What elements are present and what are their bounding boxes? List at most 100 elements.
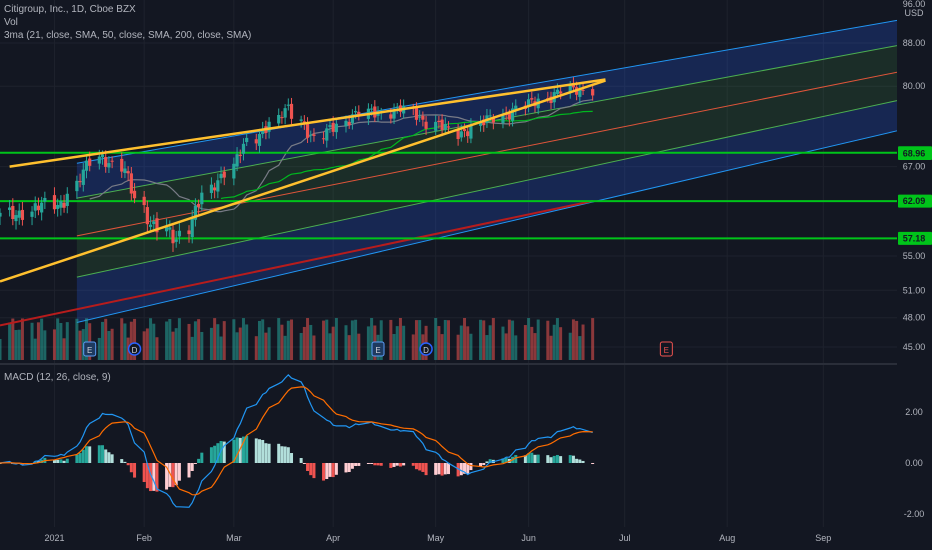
candle-body — [11, 205, 15, 220]
channel-middle-fill — [76, 45, 897, 278]
volume-bar — [398, 318, 402, 360]
macd-histogram-bar — [302, 463, 306, 464]
volume-bar — [552, 324, 556, 360]
macd-histogram-bar — [443, 463, 447, 475]
macd-histogram-bar — [591, 463, 595, 464]
candle-body — [421, 115, 425, 120]
macd-histogram-bar — [440, 463, 444, 476]
volume-bar — [491, 318, 495, 360]
macd-histogram-bar — [241, 436, 245, 463]
volume-bar — [222, 321, 226, 360]
candle-body — [17, 210, 21, 218]
candle-body — [353, 111, 358, 113]
time-tick-label: Mar — [226, 533, 242, 543]
macd-histogram-bar — [555, 454, 559, 463]
candle-body — [152, 221, 156, 225]
macd-histogram-bar — [235, 437, 239, 463]
volume-bar — [482, 320, 486, 360]
candle-body — [344, 120, 348, 127]
candle-body — [350, 114, 354, 124]
macd-histogram-bar — [552, 455, 556, 463]
macd-histogram-bar — [485, 461, 489, 463]
moving-average-legend[interactable]: 3ma (21, close, SMA, 50, close, SMA, 200… — [4, 30, 252, 41]
volume-bar — [402, 325, 406, 360]
macd-histogram-bar — [559, 456, 563, 463]
candle-body — [456, 129, 460, 140]
volume-bar — [264, 332, 268, 360]
volume-bar — [56, 318, 60, 360]
candle-body — [20, 209, 25, 220]
candle-body — [440, 119, 444, 130]
volume-bar — [165, 321, 169, 360]
volume-bar — [325, 319, 329, 360]
candle-body — [559, 91, 563, 94]
volume-bar — [152, 323, 156, 360]
macd-histogram-bar — [370, 463, 374, 464]
candle-body — [389, 114, 393, 119]
symbol-title[interactable]: Citigroup, Inc., 1D, Cboe BZX — [4, 4, 136, 15]
volume-bar — [8, 322, 12, 360]
candle-body — [213, 187, 217, 191]
price-axis-background — [897, 0, 932, 550]
macd-histogram-bar — [459, 463, 463, 476]
macd-histogram-bar — [264, 443, 268, 463]
volume-bar — [591, 318, 595, 360]
volume-bar — [344, 325, 348, 360]
candle-body — [190, 217, 194, 238]
macd-histogram-bar — [280, 446, 284, 463]
macd-histogram-bar — [463, 463, 467, 474]
candle-body — [62, 202, 66, 208]
trendlines — [0, 78, 606, 283]
volume-bar — [171, 331, 175, 360]
volume-bar — [78, 330, 82, 360]
candle-body — [219, 173, 223, 179]
candle-body — [120, 158, 124, 172]
macd-histogram-bar — [501, 458, 505, 463]
volume-bar — [142, 331, 146, 360]
candle-body — [110, 160, 114, 162]
time-tick-label: Jul — [619, 533, 631, 543]
ma200-line — [0, 200, 593, 327]
candle-body — [164, 227, 169, 232]
volume-bar — [0, 339, 2, 360]
macd-histogram-bar — [331, 463, 335, 478]
macd-histogram-bar — [411, 463, 415, 466]
volume-bar — [568, 332, 572, 360]
candle-body — [200, 192, 204, 205]
candle-body — [261, 128, 265, 135]
volume-bar — [418, 320, 422, 360]
macd-histogram-bar — [177, 463, 181, 481]
candle-body — [232, 163, 236, 179]
candle-body — [446, 126, 451, 128]
macd-histogram-bar — [437, 463, 441, 475]
support-trendline — [0, 79, 606, 283]
volume-legend[interactable]: Vol — [4, 17, 18, 28]
price-tick-label: 88.00 — [903, 38, 926, 48]
candle-body — [392, 109, 396, 119]
volume-bar — [440, 334, 444, 360]
macd-title[interactable]: MACD (12, 26, close, 9) — [4, 372, 111, 383]
volume-bar — [107, 330, 111, 360]
volume-bar — [456, 334, 460, 360]
volume-bar — [536, 319, 540, 360]
macd-histogram-bar — [424, 463, 428, 476]
volume-bar — [101, 321, 105, 360]
candle-body — [414, 108, 419, 120]
candle-body — [104, 156, 108, 167]
channel-upper-line — [76, 19, 898, 164]
volume-bar — [75, 318, 79, 360]
candle-body — [168, 227, 172, 230]
macd-histogram-bar — [421, 463, 425, 472]
candle-body — [52, 195, 57, 210]
time-tick-label: Aug — [719, 533, 735, 543]
macd-histogram-bar — [309, 463, 313, 476]
candle-body — [245, 137, 249, 143]
macd-histogram-bar — [395, 463, 399, 466]
macd-histogram-bar — [97, 445, 101, 463]
candle-body — [305, 123, 310, 138]
candle-body — [107, 163, 111, 168]
volume-bar — [559, 327, 563, 360]
